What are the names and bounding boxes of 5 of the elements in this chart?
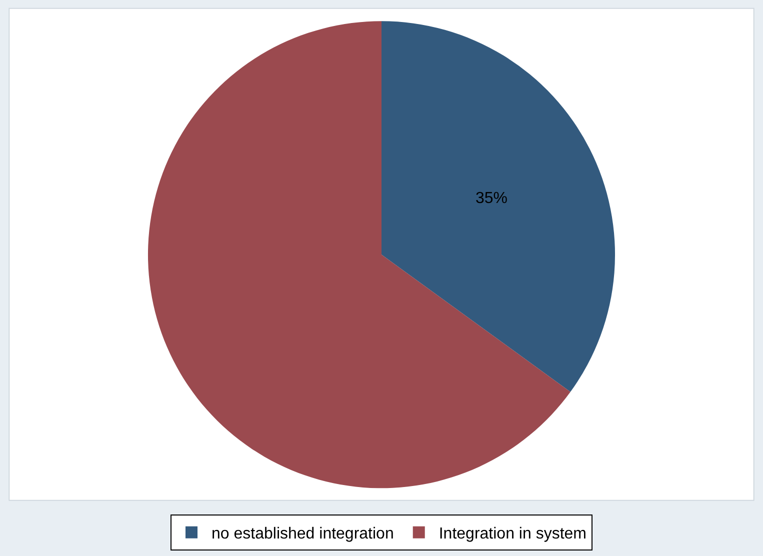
pie-slice bbox=[148, 21, 570, 488]
data-label: 35% bbox=[476, 190, 508, 208]
legend-label: no established integration bbox=[212, 526, 394, 543]
legend-label: Integration in system bbox=[438, 526, 586, 543]
pie-slice bbox=[382, 21, 615, 392]
